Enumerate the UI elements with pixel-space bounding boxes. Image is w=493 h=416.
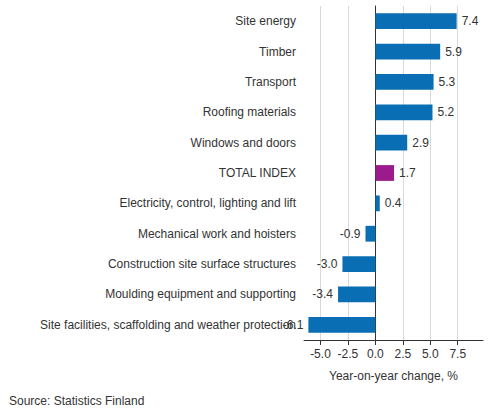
svg-text:5.9: 5.9: [445, 45, 462, 59]
svg-text:TOTAL INDEX: TOTAL INDEX: [219, 166, 296, 180]
svg-text:-0.9: -0.9: [340, 227, 361, 241]
svg-text:Electricity, control, lighting: Electricity, control, lighting and lift: [119, 196, 296, 210]
svg-text:0.4: 0.4: [385, 196, 402, 210]
svg-text:5.0: 5.0: [422, 347, 439, 361]
svg-text:Source: Statistics Finland: Source: Statistics Finland: [9, 394, 144, 408]
svg-text:Transport: Transport: [245, 75, 297, 89]
svg-text:7.5: 7.5: [449, 347, 466, 361]
svg-text:-3.4: -3.4: [312, 287, 333, 301]
svg-text:Site energy: Site energy: [235, 14, 296, 28]
svg-text:2.9: 2.9: [412, 136, 429, 150]
svg-text:Site facilities, scaffolding a: Site facilities, scaffolding and weather…: [40, 318, 296, 332]
svg-text:1.7: 1.7: [399, 166, 416, 180]
svg-text:7.4: 7.4: [462, 14, 479, 28]
svg-text:-3.0: -3.0: [317, 257, 338, 271]
svg-text:-5.0: -5.0: [310, 347, 331, 361]
svg-text:-6.1: -6.1: [283, 318, 304, 332]
svg-text:Roofing materials: Roofing materials: [203, 105, 296, 119]
svg-text:Mechanical work and hoisters: Mechanical work and hoisters: [138, 227, 296, 241]
svg-text:Construction site surface stru: Construction site surface structures: [108, 257, 296, 271]
svg-text:Moulding equipment and support: Moulding equipment and supporting: [105, 287, 296, 301]
svg-text:5.3: 5.3: [439, 75, 456, 89]
svg-text:5.2: 5.2: [437, 105, 454, 119]
svg-text:Windows and doors: Windows and doors: [191, 136, 296, 150]
svg-text:2.5: 2.5: [394, 347, 411, 361]
svg-text:Year-on-year change, %: Year-on-year change, %: [329, 369, 458, 383]
svg-text:-2.5: -2.5: [338, 347, 359, 361]
svg-text:0.0: 0.0: [367, 347, 384, 361]
svg-text:Timber: Timber: [259, 45, 296, 59]
